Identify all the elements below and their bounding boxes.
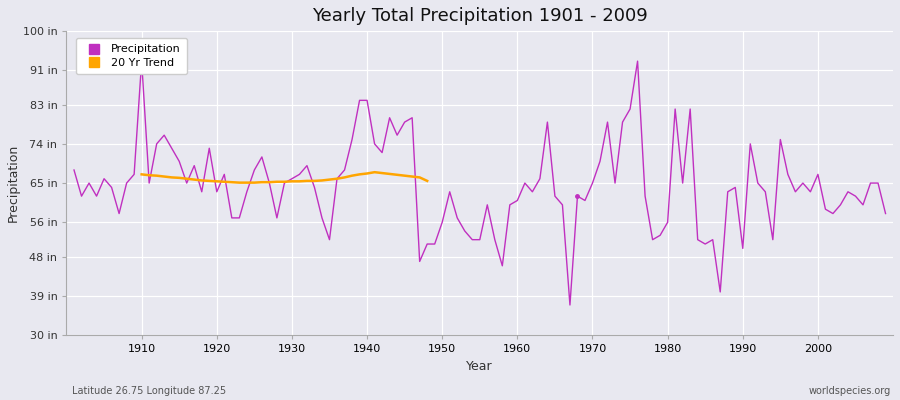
Title: Yearly Total Precipitation 1901 - 2009: Yearly Total Precipitation 1901 - 2009	[312, 7, 648, 25]
Text: worldspecies.org: worldspecies.org	[809, 386, 891, 396]
Legend: Precipitation, 20 Yr Trend: Precipitation, 20 Yr Trend	[76, 38, 187, 74]
Y-axis label: Precipitation: Precipitation	[7, 144, 20, 222]
Text: Latitude 26.75 Longitude 87.25: Latitude 26.75 Longitude 87.25	[72, 386, 226, 396]
X-axis label: Year: Year	[466, 360, 493, 373]
